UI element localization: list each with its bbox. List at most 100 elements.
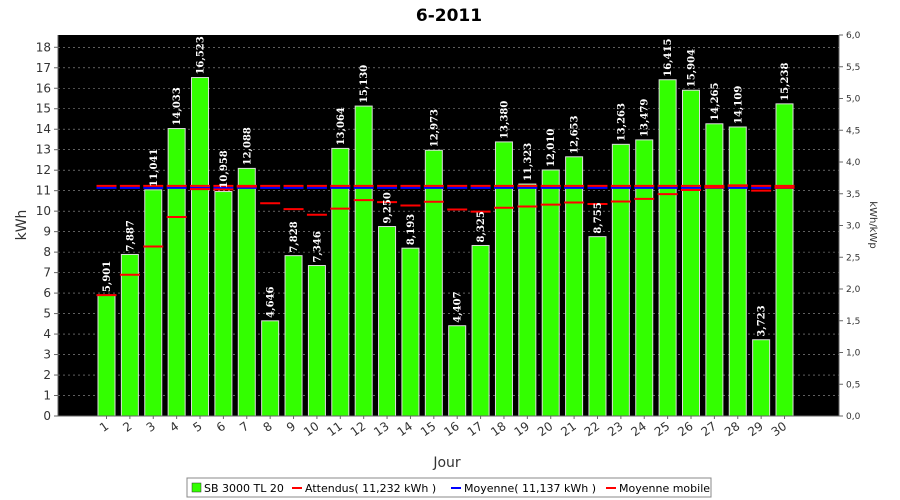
x-tick-label: 5: [190, 419, 204, 435]
bar-day-21: [565, 156, 584, 417]
y2-tick-label: 1,0: [846, 349, 861, 359]
y-tick-label: 13: [36, 143, 51, 157]
y-tick-label: 2: [43, 368, 51, 382]
x-tick-label: 25: [652, 419, 673, 439]
legend-box: [186, 477, 712, 498]
x-tick-label: 21: [558, 419, 579, 439]
bar-value-label: 12,653: [570, 116, 581, 154]
x-tick-label: 1: [97, 419, 111, 435]
bar-value-label: 14,109: [733, 86, 744, 124]
bar-day-25: [658, 79, 677, 417]
legend-label-average: Moyenne( 11,137 kWh ): [464, 482, 596, 495]
x-tick-label: 14: [395, 419, 416, 439]
x-tick-label: 7: [237, 419, 251, 435]
bar-value-label: 7,828: [289, 221, 300, 252]
y-tick-label: 3: [43, 348, 51, 362]
bar-day-26: [682, 89, 700, 417]
y2-axis-title: kWh/kWp: [867, 201, 878, 248]
x-tick-label: 4: [167, 419, 181, 435]
y2-tick-label: 1,5: [846, 317, 860, 327]
bar-day-12: [354, 105, 373, 417]
bar-value-label: 13,064: [336, 107, 347, 145]
x-tick-label: 20: [535, 419, 556, 439]
bar-day-7: [237, 167, 256, 417]
bar-value-label: 10,958: [219, 150, 230, 188]
bar-day-27: [705, 123, 724, 417]
bar-labels-layer: 5,901 7,887 11,041 14,033 16,523 10,958 12,088…: [102, 36, 791, 337]
y-tick-label: 16: [36, 81, 51, 95]
x-axis-title: Jour: [432, 455, 461, 471]
x-tick-label: 24: [628, 419, 649, 439]
x-tick-label: 23: [605, 419, 626, 439]
x-tick-label: 15: [418, 419, 439, 439]
bar-value-label: 5,901: [102, 261, 113, 292]
y2-tick-label: 4,5: [846, 126, 860, 136]
y2-tick-label: 6,0: [846, 31, 861, 41]
bar-day-19: [518, 183, 537, 417]
legend-swatch-bar: [191, 482, 202, 493]
bar-day-24: [635, 139, 654, 417]
y-tick-label: 9: [43, 225, 51, 239]
y2-tick-label: 2,5: [846, 253, 860, 263]
chart-title: 6-2011: [416, 6, 482, 26]
bar-value-label: 13,479: [640, 99, 651, 137]
x-tick-label: 30: [769, 419, 790, 439]
bar-value-label: 15,130: [359, 65, 370, 103]
y-tick-label: 8: [43, 245, 51, 259]
x-tick-label: 22: [582, 419, 603, 439]
bar-day-16: [448, 325, 467, 417]
bar-value-label: 7,887: [125, 220, 136, 251]
y-tick-label: 6: [43, 286, 51, 300]
x-tick-label: 27: [699, 419, 720, 439]
y-tick-label: 14: [36, 122, 51, 136]
bar-value-label: 11,041: [149, 149, 160, 187]
bar-value-label: 15,904: [687, 49, 698, 87]
bar-value-label: 4,407: [453, 291, 464, 322]
x-tick-label: 13: [371, 419, 392, 439]
bar-value-label: 9,250: [383, 192, 394, 223]
x-tick-label: 16: [441, 419, 462, 439]
y2-tick-label: 4,0: [846, 158, 861, 168]
x-tick-label: 18: [488, 419, 509, 439]
x-tick-label: 3: [144, 419, 158, 435]
y-tick-label: 7: [43, 266, 51, 280]
y-tick-label: 4: [43, 327, 51, 341]
y-tick-label: 5: [43, 307, 51, 321]
y-tick-label: 12: [36, 163, 51, 177]
bar-value-label: 8,325: [476, 211, 487, 242]
bar-day-15: [424, 149, 443, 417]
bar-day-1: [97, 294, 116, 417]
x-tick-label: 11: [324, 419, 345, 439]
y2-tick-label: 0,5: [846, 380, 860, 390]
bar-day-28: [728, 126, 747, 417]
y2-tick-label: 2,0: [846, 285, 861, 295]
y-tick-label: 18: [36, 40, 51, 54]
x-tick-label: 28: [722, 419, 743, 439]
bar-day-4: [167, 128, 186, 417]
bar-value-label: 8,755: [593, 202, 604, 233]
bars-layer: [97, 77, 794, 417]
bar-day-2: [120, 253, 139, 417]
legend: SB 3000 TL 20 Attendus( 11,232 kWh ) Moy…: [186, 477, 712, 498]
x-tick-label: 8: [261, 419, 275, 435]
bar-day-30: [775, 103, 794, 417]
x-tick-label: 6: [214, 419, 228, 435]
x-tick-label: 12: [348, 419, 369, 439]
x-tick-label: 10: [301, 419, 322, 439]
bar-day-6: [214, 191, 233, 417]
x-tick-label: 9: [284, 419, 298, 435]
bar-day-9: [284, 255, 303, 417]
y-axis-title: kWh: [14, 210, 30, 241]
bar-day-3: [144, 189, 163, 417]
y-tick-label: 17: [36, 61, 51, 75]
x-tick-label: 2: [120, 419, 134, 435]
y2-tick-label: 3,5: [846, 190, 860, 200]
bar-value-label: 11,323: [523, 143, 534, 181]
y2-tick-label: 5,0: [846, 95, 861, 105]
legend-label-bar: SB 3000 TL 20: [204, 482, 284, 495]
bar-value-label: 13,380: [499, 101, 510, 139]
bar-value-label: 14,033: [172, 87, 183, 125]
bar-day-29: [752, 339, 771, 417]
